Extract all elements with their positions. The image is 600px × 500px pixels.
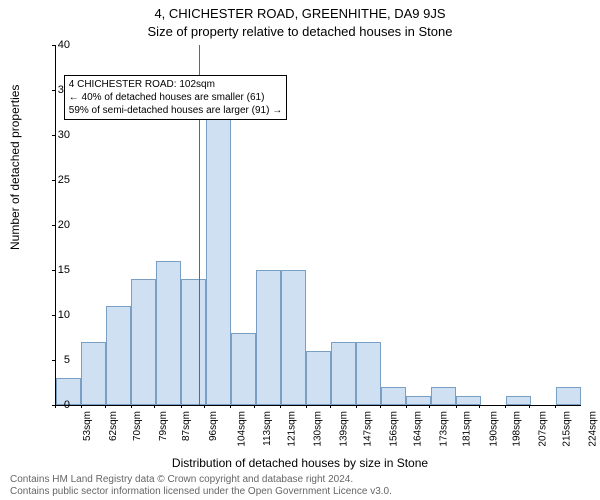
xtick-mark <box>131 405 132 408</box>
xtick-label: 181sqm <box>462 411 473 447</box>
histogram-bar <box>331 342 356 405</box>
ytick-mark <box>52 180 55 181</box>
chart-title-sub: Size of property relative to detached ho… <box>0 24 600 39</box>
ytick-mark <box>52 90 55 91</box>
xtick-mark <box>154 405 155 408</box>
x-axis-label: Distribution of detached houses by size … <box>0 456 600 470</box>
histogram-bar <box>381 387 406 405</box>
ytick-label: 25 <box>40 174 70 186</box>
histogram-bar <box>106 306 131 405</box>
xtick-mark <box>479 405 480 408</box>
xtick-mark <box>181 405 182 408</box>
xtick-mark <box>254 405 255 408</box>
xtick-mark <box>230 405 231 408</box>
xtick-label: 70sqm <box>132 411 143 441</box>
xtick-label: 104sqm <box>237 411 248 447</box>
ytick-mark <box>52 360 55 361</box>
ytick-mark <box>52 225 55 226</box>
xtick-label: 156sqm <box>389 411 400 447</box>
histogram-bar <box>131 279 156 405</box>
xtick-mark <box>380 405 381 408</box>
ytick-label: 10 <box>40 309 70 321</box>
xtick-label: 139sqm <box>339 411 350 447</box>
xtick-mark <box>505 405 506 408</box>
histogram-bar <box>306 351 331 405</box>
footer-line-2: Contains public sector information licen… <box>10 486 392 498</box>
histogram-bar <box>156 261 181 405</box>
xtick-mark <box>356 405 357 408</box>
xtick-label: 198sqm <box>512 411 523 447</box>
xtick-label: 62sqm <box>108 411 119 441</box>
xtick-label: 113sqm <box>262 411 273 446</box>
histogram-bar <box>456 396 481 405</box>
chart-title-main: 4, CHICHESTER ROAD, GREENHITHE, DA9 9JS <box>0 6 600 21</box>
annotation-line-2: 59% of semi-detached houses are larger (… <box>69 104 282 117</box>
histogram-bar <box>556 387 581 405</box>
xtick-label: 121sqm <box>286 411 297 447</box>
xtick-mark <box>555 405 556 408</box>
xtick-label: 190sqm <box>488 411 499 447</box>
histogram-bar <box>231 333 256 405</box>
xtick-label: 130sqm <box>313 411 324 447</box>
ytick-mark <box>52 270 55 271</box>
xtick-label: 147sqm <box>362 411 373 447</box>
xtick-label: 207sqm <box>538 411 549 447</box>
histogram-bar <box>206 117 231 405</box>
histogram-bar <box>506 396 531 405</box>
annotation-box: 4 CHICHESTER ROAD: 102sqm ← 40% of detac… <box>64 75 287 120</box>
xtick-label: 215sqm <box>561 411 572 447</box>
xtick-mark <box>529 405 530 408</box>
histogram-bar <box>431 387 456 405</box>
histogram-bar <box>256 270 281 405</box>
xtick-label: 224sqm <box>588 411 599 447</box>
xtick-label: 96sqm <box>208 411 219 441</box>
xtick-mark <box>330 405 331 408</box>
ytick-label: 30 <box>40 129 70 141</box>
footer-line-1: Contains HM Land Registry data © Crown c… <box>10 474 392 486</box>
ytick-label: 15 <box>40 264 70 276</box>
xtick-label: 164sqm <box>412 411 423 447</box>
footer-attribution: Contains HM Land Registry data © Crown c… <box>10 474 392 498</box>
xtick-mark <box>55 405 56 408</box>
ytick-mark <box>52 315 55 316</box>
xtick-mark <box>280 405 281 408</box>
xtick-mark <box>406 405 407 408</box>
ytick-label: 5 <box>40 354 70 366</box>
histogram-bar <box>181 279 206 405</box>
xtick-mark <box>456 405 457 408</box>
xtick-label: 53sqm <box>82 411 93 441</box>
xtick-label: 79sqm <box>158 411 169 441</box>
ytick-mark <box>52 45 55 46</box>
xtick-mark <box>81 405 82 408</box>
xtick-mark <box>306 405 307 408</box>
ytick-mark <box>52 135 55 136</box>
xtick-label: 87sqm <box>181 411 192 441</box>
histogram-bar <box>281 270 306 405</box>
ytick-label: 20 <box>40 219 70 231</box>
xtick-mark <box>105 405 106 408</box>
annotation-line-1: ← 40% of detached houses are smaller (61… <box>69 91 282 104</box>
annotation-line-0: 4 CHICHESTER ROAD: 102sqm <box>69 78 282 91</box>
xtick-mark <box>429 405 430 408</box>
ytick-label: 40 <box>40 39 70 51</box>
histogram-bar <box>406 396 431 405</box>
histogram-bar <box>81 342 106 405</box>
y-axis-label: Number of detached properties <box>8 85 22 250</box>
xtick-label: 173sqm <box>438 411 449 447</box>
histogram-bar <box>356 342 381 405</box>
xtick-mark <box>204 405 205 408</box>
